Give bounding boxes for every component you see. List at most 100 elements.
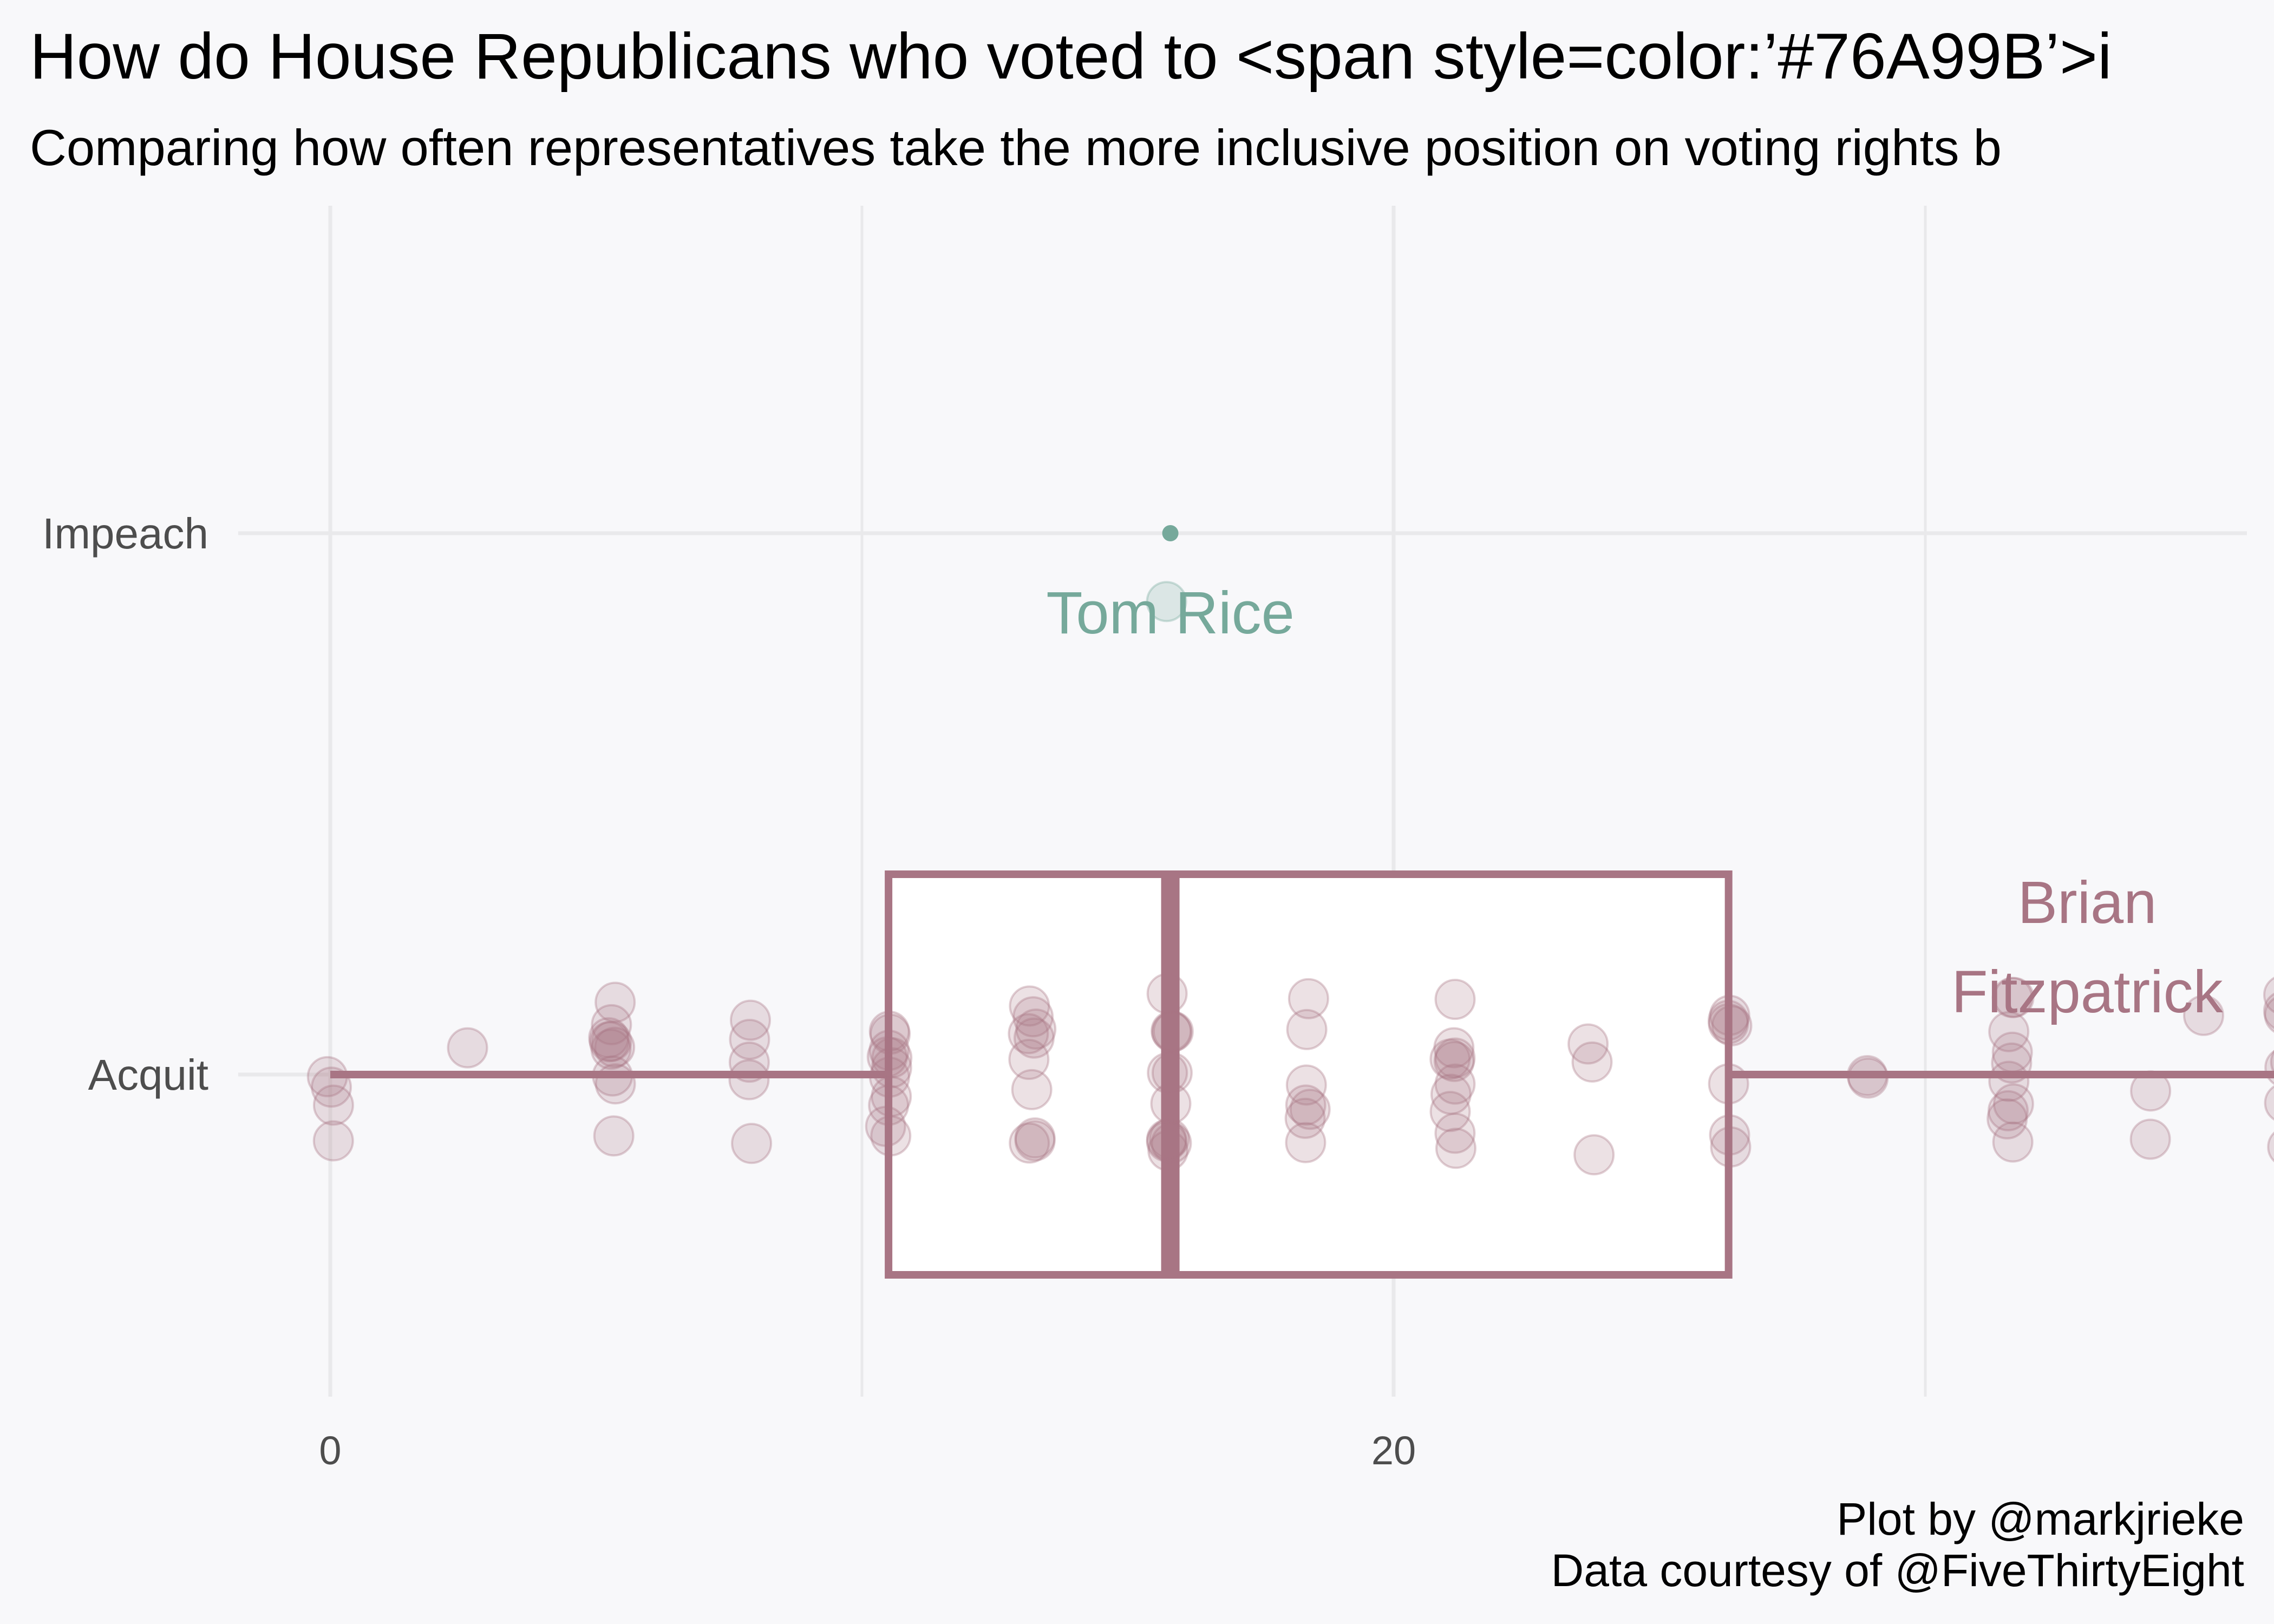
acquit-data-point xyxy=(868,1030,910,1071)
acquit-data-point xyxy=(2270,1050,2274,1075)
impeach-data-point xyxy=(1146,581,1187,623)
acquit-data-point xyxy=(1146,1119,1187,1161)
acquit-data-point xyxy=(729,1019,770,1060)
acquit-data-point xyxy=(868,1084,910,1126)
acquit-data-point xyxy=(1429,1091,1471,1132)
acquit-box xyxy=(885,870,1733,1279)
acquit-data-point xyxy=(1433,1040,1475,1082)
y-category-label: Impeach xyxy=(42,509,208,558)
acquit-data-point xyxy=(2182,994,2224,1036)
acquit-data-point xyxy=(1008,1039,1050,1081)
chart-subtitle: Comparing how often representatives take… xyxy=(30,119,2002,176)
acquit-data-point xyxy=(865,1105,906,1147)
acquit-data-point xyxy=(2263,992,2274,1029)
acquit-data-point xyxy=(1014,1117,1056,1159)
acquit-data-point xyxy=(1991,1031,2033,1073)
acquit-data-point xyxy=(1434,1063,1476,1105)
acquit-data-point xyxy=(594,1026,636,1068)
acquit-data-point xyxy=(871,1047,912,1089)
acquit-data-point xyxy=(1148,1118,1190,1160)
acquit-data-point xyxy=(591,1004,632,1045)
acquit-data-point xyxy=(1991,977,2033,1018)
acquit-data-point xyxy=(1710,1126,1752,1168)
acquit-data-point xyxy=(1707,999,1749,1041)
acquit-data-point xyxy=(447,1027,488,1069)
acquit-data-point xyxy=(1151,1052,1193,1093)
acquit-data-point xyxy=(1015,1009,1057,1050)
box-plots xyxy=(330,525,2274,1279)
acquit-data-point xyxy=(1288,978,1329,1019)
axes: 0204060ImpeachAcquit xyxy=(42,509,1416,1473)
acquit-data-point xyxy=(1991,1042,2033,1084)
acquit-data-point xyxy=(590,1029,632,1070)
acquit-data-point xyxy=(1709,994,1750,1036)
acquit-data-point xyxy=(1152,1011,1194,1052)
acquit-data-point xyxy=(1285,1122,1327,1163)
acquit-data-point xyxy=(1711,1005,1753,1046)
y-category-label: Acquit xyxy=(88,1051,208,1099)
annotation-label: Fitzpatrick xyxy=(1951,959,2223,1025)
acquit-data-point xyxy=(871,1037,913,1079)
acquit-data-point xyxy=(1289,1089,1331,1130)
acquit-data-point xyxy=(1012,996,1054,1038)
acquit-data-point xyxy=(1285,1084,1327,1126)
acquit-data-point xyxy=(2264,1085,2274,1121)
acquit-data-point xyxy=(1987,1098,2028,1140)
annotations: Tom RiceTom ReedBrianFitzpatrick xyxy=(1046,580,2223,1025)
acquit-data-point xyxy=(1847,1057,1889,1099)
acquit-data-point xyxy=(1151,1010,1192,1052)
acquit-data-point xyxy=(868,1056,910,1098)
acquit-data-point xyxy=(1567,1023,1609,1065)
acquit-data-point xyxy=(2129,1118,2171,1160)
acquit-data-point xyxy=(589,1021,630,1063)
acquit-data-point xyxy=(728,1059,770,1101)
acquit-data-point xyxy=(1992,1083,2034,1125)
acquit-data-point xyxy=(312,1120,354,1162)
acquit-data-point xyxy=(1434,1037,1476,1079)
acquit-data-point xyxy=(729,999,771,1041)
acquit-data-point xyxy=(1434,1112,1476,1154)
annotation-label: Brian xyxy=(2018,869,2157,936)
acquit-data-point xyxy=(1429,1038,1471,1080)
acquit-data-point xyxy=(868,1010,910,1052)
acquit-data-point xyxy=(306,1056,348,1097)
acquit-data-point xyxy=(1993,977,2035,1018)
acquit-data-point xyxy=(312,1084,354,1126)
x-tick-label: 0 xyxy=(319,1428,341,1473)
acquit-data-point xyxy=(1709,1114,1750,1156)
acquit-data-point xyxy=(1147,1130,1189,1171)
chart-title: How do House Republicans who voted to <s… xyxy=(30,20,2112,93)
caption-data-source: Data courtesy of @FiveThirtyEight xyxy=(1551,1545,2244,1596)
acquit-data-point xyxy=(1435,1128,1476,1169)
acquit-data-point xyxy=(1284,1097,1326,1139)
impeach-outlier-point xyxy=(1162,525,1179,541)
acquit-data-point xyxy=(1146,1121,1187,1162)
acquit-data-point xyxy=(871,1076,912,1117)
acquit-data-point xyxy=(1434,979,1476,1020)
acquit-data-point xyxy=(1988,1011,2030,1052)
acquit-data-point xyxy=(1846,1055,1888,1097)
acquit-data-point xyxy=(1008,1013,1049,1055)
acquit-data-point xyxy=(1988,1060,2030,1102)
acquit-data-point xyxy=(591,1020,632,1062)
acquit-data-point xyxy=(1147,1052,1188,1093)
acquit-data-point xyxy=(588,1017,630,1059)
data-points xyxy=(306,581,2274,1176)
acquit-data-point xyxy=(870,1013,911,1055)
acquit-data-point xyxy=(1571,1041,1613,1083)
acquit-data-point xyxy=(1286,1009,1328,1050)
acquit-data-point xyxy=(1285,1064,1327,1106)
annotation-label: Tom Rice xyxy=(1046,580,1294,646)
acquit-data-point xyxy=(1013,1017,1055,1059)
acquit-data-point xyxy=(1430,1073,1472,1115)
acquit-data-point xyxy=(2130,1070,2172,1112)
acquit-data-point xyxy=(1146,973,1188,1014)
acquit-data-point xyxy=(1573,1134,1615,1176)
acquit-data-point xyxy=(728,1042,770,1083)
caption-plot-by: Plot by @markjrieke xyxy=(1837,1494,2244,1544)
acquit-data-point xyxy=(1151,1011,1193,1053)
acquit-data-point xyxy=(311,1066,352,1108)
acquit-data-point xyxy=(593,1115,635,1157)
